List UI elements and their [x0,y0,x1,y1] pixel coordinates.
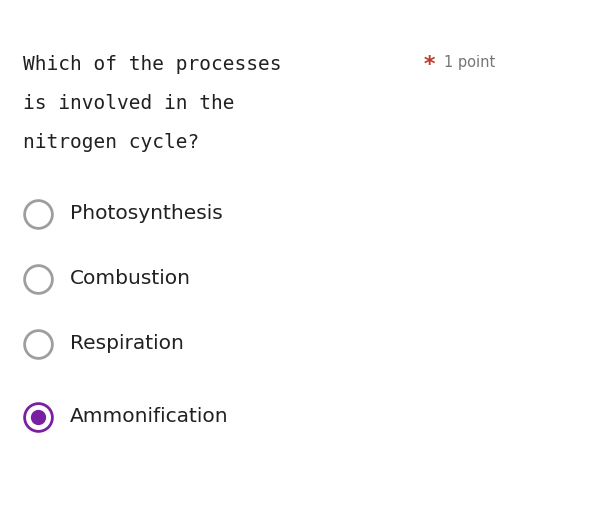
Text: is involved in the: is involved in the [23,94,235,113]
Text: Combustion: Combustion [70,269,191,288]
Text: Ammonification: Ammonification [70,407,229,426]
Text: Respiration: Respiration [70,334,184,353]
Text: Photosynthesis: Photosynthesis [70,204,223,223]
Text: 1 point: 1 point [444,55,495,70]
Text: nitrogen cycle?: nitrogen cycle? [23,133,199,152]
Text: Which of the processes: Which of the processes [23,55,282,73]
Text: *: * [423,55,436,75]
